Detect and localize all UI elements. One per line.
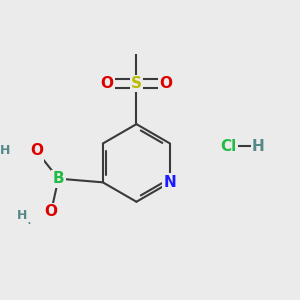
Text: S: S [131,76,142,91]
Text: H: H [0,144,11,158]
Text: N: N [164,175,176,190]
Text: Cl: Cl [221,139,237,154]
Text: O: O [100,76,113,91]
Text: H: H [252,139,265,154]
Text: O: O [30,143,43,158]
Text: B: B [52,171,64,186]
Text: H: H [17,209,27,222]
Text: O: O [160,76,172,91]
Text: O: O [45,204,58,219]
Text: ·: · [26,218,31,232]
